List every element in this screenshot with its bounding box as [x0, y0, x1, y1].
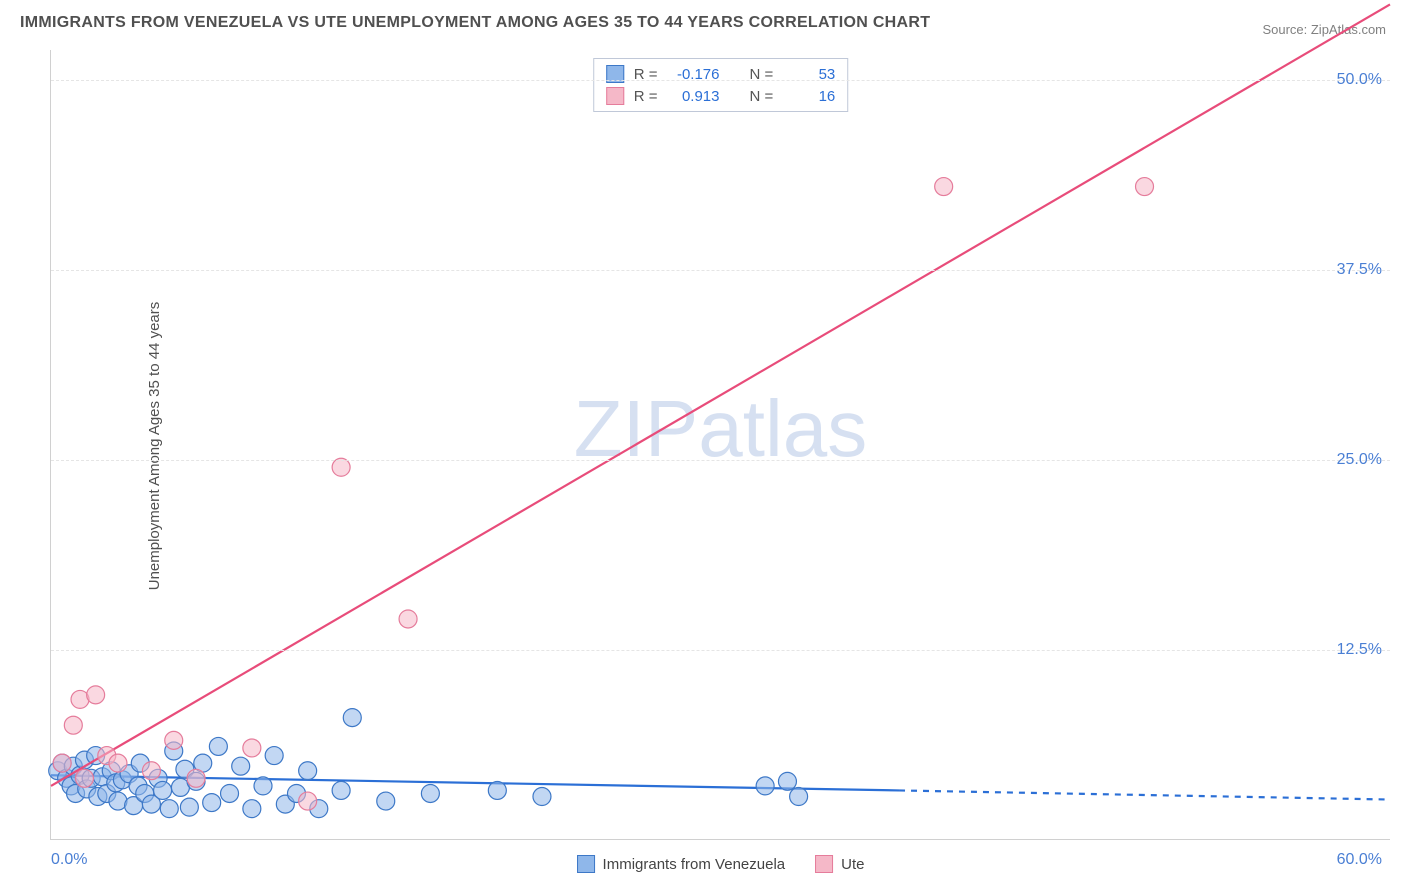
- legend-item: Immigrants from Venezuela: [577, 855, 786, 873]
- scatter-point: [64, 716, 82, 734]
- y-tick-label: 50.0%: [1337, 71, 1382, 89]
- scatter-point: [343, 709, 361, 727]
- scatter-point: [935, 178, 953, 196]
- chart-title: IMMIGRANTS FROM VENEZUELA VS UTE UNEMPLO…: [20, 14, 930, 32]
- stats-legend-box: R =-0.176N =53 R = 0.913 N = 16: [593, 58, 849, 112]
- scatter-point: [790, 788, 808, 806]
- source-attribution: Source: ZipAtlas.com: [1262, 22, 1386, 37]
- scatter-point: [109, 754, 127, 772]
- scatter-point: [243, 800, 261, 818]
- x-axis-min-label: 0.0%: [51, 851, 87, 869]
- grid-line: [51, 80, 1390, 81]
- scatter-point: [778, 772, 796, 790]
- scatter-point: [1136, 178, 1154, 196]
- y-tick-label: 37.5%: [1337, 261, 1382, 279]
- stat-n-value: 16: [783, 88, 835, 105]
- legend-swatch: [577, 855, 595, 873]
- legend-item: Ute: [815, 855, 864, 873]
- scatter-point: [154, 781, 172, 799]
- series-legend: Immigrants from Venezuela Ute: [577, 855, 865, 873]
- scatter-point: [87, 686, 105, 704]
- grid-line: [51, 460, 1390, 461]
- scatter-point: [756, 777, 774, 795]
- scatter-point: [203, 794, 221, 812]
- scatter-point: [399, 610, 417, 628]
- scatter-point: [160, 800, 178, 818]
- y-tick-label: 25.0%: [1337, 451, 1382, 469]
- scatter-point: [533, 788, 551, 806]
- scatter-point: [332, 781, 350, 799]
- regression-line: [51, 4, 1390, 785]
- scatter-point: [53, 754, 71, 772]
- scatter-point: [165, 731, 183, 749]
- legend-swatch: [815, 855, 833, 873]
- scatter-point: [221, 784, 239, 802]
- scatter-point: [209, 737, 227, 755]
- regression-line-dashed: [899, 790, 1390, 799]
- legend-label: Ute: [841, 856, 864, 873]
- grid-line: [51, 650, 1390, 651]
- scatter-point: [421, 784, 439, 802]
- stat-n-label: N =: [750, 88, 774, 105]
- legend-swatch: [606, 87, 624, 105]
- scatter-point: [180, 798, 198, 816]
- scatter-point: [187, 769, 205, 787]
- x-axis-max-label: 60.0%: [1337, 851, 1382, 869]
- scatter-point: [488, 781, 506, 799]
- scatter-point: [299, 792, 317, 810]
- scatter-point: [377, 792, 395, 810]
- y-tick-label: 12.5%: [1337, 641, 1382, 659]
- scatter-point: [142, 762, 160, 780]
- scatter-point: [232, 757, 250, 775]
- scatter-point: [75, 769, 93, 787]
- stat-r-value: 0.913: [668, 88, 720, 105]
- scatter-point: [265, 747, 283, 765]
- legend-label: Immigrants from Venezuela: [603, 856, 786, 873]
- scatter-point: [243, 739, 261, 757]
- scatter-point: [254, 777, 272, 795]
- stats-row: R =-0.176N =53: [602, 63, 840, 85]
- scatter-svg: [51, 50, 1390, 839]
- grid-line: [51, 270, 1390, 271]
- plot-area: ZIPatlas R =-0.176N =53R =0.913N =16 Imm…: [50, 50, 1390, 840]
- stats-row: R = 0.913 N = 16: [602, 85, 840, 107]
- stat-r-label: R =: [634, 88, 658, 105]
- scatter-point: [299, 762, 317, 780]
